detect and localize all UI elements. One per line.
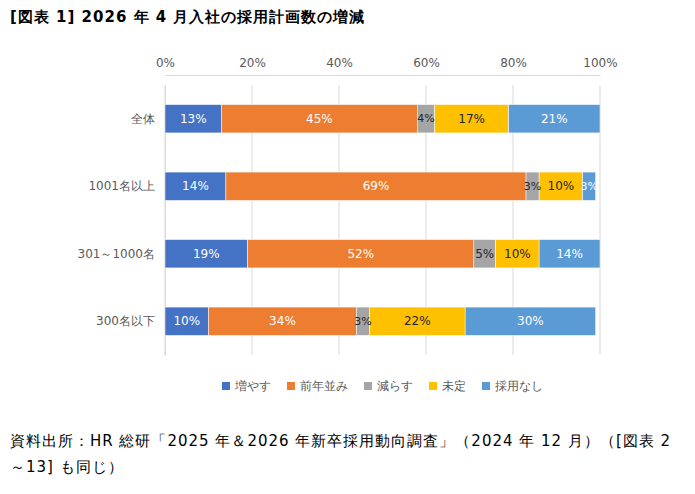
y-tick-label: 全体 — [131, 112, 155, 126]
x-tick-label: 0% — [156, 56, 175, 70]
x-tick: 60% — [413, 56, 440, 75]
legend-item: 増やす — [222, 379, 271, 393]
legend-item: 採用なし — [482, 379, 543, 393]
legend-item: 減らす — [364, 379, 413, 393]
bar-segment — [209, 307, 357, 335]
bar-segment — [496, 240, 539, 268]
x-tick-label: 40% — [326, 56, 353, 70]
data-label: 14% — [556, 247, 583, 261]
data-label: 19% — [193, 247, 220, 261]
chart: 0% 20% 40% 60% 80% 100% 全体 1001名以上 301～1000名 300名… — [0, 0, 695, 420]
x-tick: 40% — [326, 56, 353, 75]
x-axis-line — [166, 75, 601, 76]
bar-segment — [539, 240, 600, 268]
x-tick: 0% — [156, 56, 175, 75]
legend-label: 減らす — [377, 379, 413, 393]
data-label: 34% — [269, 314, 296, 328]
x-axis: 0% 20% 40% 60% 80% 100% — [156, 56, 618, 76]
bars — [165, 105, 600, 336]
legend-item: 前年並み — [287, 379, 348, 393]
legend-swatch — [287, 382, 295, 390]
bar-segment — [165, 307, 209, 335]
x-tick: 20% — [239, 56, 266, 75]
legend-swatch — [222, 382, 230, 390]
bar-segment — [417, 105, 434, 133]
x-tick-label: 60% — [413, 56, 440, 70]
data-label: 30% — [517, 314, 544, 328]
y-tick: 300名以下 — [96, 314, 165, 328]
y-tick: 301～1000名 — [78, 247, 165, 261]
data-label: 5% — [475, 247, 494, 261]
data-label: 3% — [580, 180, 597, 193]
data-labels: 13% 14% 19% 10% 45% 69% 52% 34% 4% 3% 5% 3% 17% 10% 10… — [173, 112, 597, 329]
data-label: 10% — [504, 247, 531, 261]
legend-label: 採用なし — [495, 379, 543, 393]
legend-label: 未定 — [442, 379, 466, 393]
bar-segment — [474, 240, 496, 268]
y-tick: 1001名以上 — [88, 179, 165, 193]
x-tick: 80% — [500, 56, 527, 75]
bar-segment — [369, 307, 465, 335]
bar-segment — [165, 240, 248, 268]
grid — [165, 85, 600, 355]
data-label: 13% — [180, 112, 207, 126]
title: [図表 1] 2026 年 4 月入社の採用計画数の増減 — [10, 8, 365, 27]
data-label: 14% — [182, 179, 209, 193]
data-label: 52% — [347, 247, 374, 261]
bar-segment — [165, 105, 222, 133]
bar-segment — [226, 172, 526, 200]
legend-swatch — [364, 382, 372, 390]
bar-segment — [465, 307, 596, 335]
source-note: 資料出所：HR 総研「2025 年＆2026 年新卒採用動向調査」（2024 年… — [10, 428, 685, 480]
data-label: 21% — [541, 112, 568, 126]
data-label: 69% — [363, 179, 390, 193]
bar-segment — [165, 172, 226, 200]
y-tick-label: 300名以下 — [96, 314, 155, 328]
legend-swatch — [429, 382, 437, 390]
y-tick: 全体 — [131, 112, 165, 126]
legend-label: 増やす — [234, 379, 271, 393]
bar-segment — [539, 172, 583, 200]
x-tick-label: 20% — [239, 56, 266, 70]
legend: 増やす 前年並み 減らす 未定 採用なし — [222, 379, 543, 393]
legend-label: 前年並み — [300, 379, 348, 393]
data-label: 10% — [173, 314, 200, 328]
bar-segment — [435, 105, 509, 133]
bar-segment — [248, 240, 474, 268]
data-label: 4% — [417, 112, 434, 125]
legend-item: 未定 — [429, 379, 466, 393]
data-label: 3% — [524, 180, 541, 193]
x-tick-label: 100% — [583, 56, 617, 70]
data-label: 10% — [548, 179, 575, 193]
x-tick: 100% — [583, 56, 617, 75]
y-tick-label: 1001名以上 — [88, 179, 155, 193]
bar-segment — [509, 105, 600, 133]
x-tick-label: 80% — [500, 56, 527, 70]
data-label: 45% — [306, 112, 333, 126]
data-label: 22% — [404, 314, 431, 328]
y-axis: 全体 1001名以上 301～1000名 300名以下 — [78, 86, 166, 356]
data-label: 17% — [458, 112, 485, 126]
data-label: 3% — [354, 315, 371, 328]
legend-swatch — [482, 382, 490, 390]
bar-segment — [222, 105, 418, 133]
y-tick-label: 301～1000名 — [78, 247, 155, 261]
